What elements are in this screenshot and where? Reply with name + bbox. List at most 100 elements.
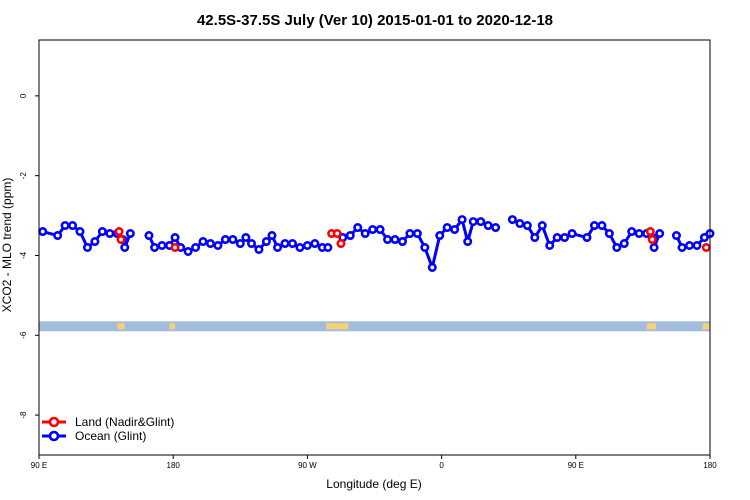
- legend-ocean-glint-marker: [48, 430, 60, 442]
- ocean-glint-point: [273, 243, 283, 253]
- ocean-glint-point: [390, 235, 400, 245]
- ocean-glint-point: [97, 227, 107, 237]
- ocean-glint-point: [144, 231, 154, 241]
- ocean-glint-point: [302, 241, 312, 251]
- ocean-glint-point: [699, 233, 709, 243]
- ocean-glint-point: [157, 241, 167, 251]
- land-patch-3: [646, 323, 656, 330]
- ocean-glint-point: [671, 231, 681, 241]
- ocean-glint-point: [53, 231, 63, 241]
- land-nadir-glint-point: [332, 229, 342, 239]
- y-axis-label: XCO2 - MLO trend (ppm): [0, 178, 14, 313]
- ocean-glint-point: [420, 243, 430, 253]
- ocean-glint-point: [655, 229, 665, 239]
- land-nadir-glint-point: [170, 243, 180, 253]
- ocean-glint-point: [552, 233, 562, 243]
- land-nadir-glint-point: [647, 235, 657, 245]
- ocean-glint-point: [75, 227, 85, 237]
- series-points: [38, 215, 715, 272]
- ocean-glint-point: [612, 243, 622, 253]
- ocean-glint-point: [530, 233, 540, 243]
- series-lines: [42, 218, 711, 269]
- ocean-glint-point: [261, 237, 271, 247]
- land-patch-1: [169, 323, 176, 330]
- ocean-glint-point: [183, 246, 193, 256]
- ocean-glint-point: [205, 239, 215, 249]
- ocean-glint-point: [463, 237, 473, 247]
- ocean-glint-point: [589, 221, 599, 231]
- ocean-glint-point: [287, 239, 297, 249]
- land-patch-0: [117, 323, 125, 330]
- ocean-glint-point: [476, 217, 486, 227]
- ocean-glint-point: [427, 262, 437, 272]
- legend-land-nadir-glint-marker: [48, 416, 60, 428]
- ocean-glint-point: [241, 233, 251, 243]
- x-tick-label: 90 E: [31, 461, 47, 470]
- legend-ocean-glint-label: Ocean (Glint): [75, 429, 146, 443]
- land-nadir-glint-point: [114, 227, 124, 237]
- ocean-glint-point: [68, 221, 78, 231]
- ocean-glint-point: [582, 233, 592, 243]
- x-tick-label: 90 W: [298, 461, 317, 470]
- ocean-glint-point: [90, 237, 100, 247]
- land-nadir-glint-point: [116, 235, 126, 245]
- ocean-glint-point: [619, 239, 629, 249]
- ocean-glint-point: [246, 239, 256, 249]
- y-tick-label: -2: [19, 172, 28, 180]
- plot-frame: [38, 39, 711, 456]
- ocean-glint-point: [491, 223, 501, 233]
- ocean-glint-point: [450, 225, 460, 235]
- land-patch-2: [326, 323, 349, 330]
- ocean-glint-point: [105, 229, 115, 239]
- ocean-glint-point: [345, 231, 355, 241]
- x-axis: 90 E 180 90 W 0 90 E 180: [31, 455, 717, 470]
- y-axis: 0 -2 -4 -6 -8: [19, 93, 39, 419]
- ocean-glint-point: [170, 233, 180, 243]
- x-tick-label: 90 E: [568, 461, 584, 470]
- ocean-glint-point: [254, 244, 264, 254]
- ocean-glint-point: [634, 229, 644, 239]
- legend: Land (Nadir&Glint)Ocean (Glint): [42, 415, 174, 443]
- ocean-glint-point: [627, 227, 637, 237]
- ocean-glint-point: [397, 237, 407, 247]
- ocean-glint-point: [522, 221, 532, 231]
- ocean-glint-point: [383, 235, 393, 245]
- ocean-glint-point: [368, 225, 378, 235]
- ocean-glint-point: [267, 231, 277, 241]
- land-patch-4: [702, 323, 710, 330]
- ocean-glint-point: [405, 229, 415, 239]
- ocean-glint-point: [457, 215, 467, 225]
- ocean-glint-point: [375, 225, 385, 235]
- ocean-glint-point: [515, 219, 525, 229]
- x-tick-label: 180: [167, 461, 181, 470]
- chart-title: 42.5S-37.5S July (Ver 10) 2015-01-01 to …: [197, 12, 553, 29]
- band-ocean: [39, 321, 710, 332]
- ocean-glint-point: [537, 221, 547, 231]
- ocean-glint-point: [560, 233, 570, 243]
- ocean-glint-point: [483, 221, 493, 231]
- band-land-patches: [117, 323, 710, 330]
- ocean-glint-point: [435, 231, 445, 241]
- y-tick-label: -4: [19, 251, 28, 259]
- ocean-glint-point: [235, 239, 245, 249]
- ocean-glint-point: [567, 229, 577, 239]
- ocean-glint-point: [38, 227, 48, 237]
- ocean-glint-point: [125, 229, 135, 239]
- x-tick-label: 180: [703, 461, 717, 470]
- ocean-glint-point: [213, 241, 223, 251]
- x-axis-label: Longitude (deg E): [326, 477, 421, 491]
- ocean-glint-point: [649, 243, 659, 253]
- y-tick-label: -6: [19, 331, 28, 339]
- ocean-glint-point: [295, 243, 305, 253]
- land-nadir-glint-point: [701, 243, 711, 253]
- ocean-glint-point: [468, 217, 478, 227]
- latitude-band: [39, 321, 710, 332]
- ocean-glint-point: [412, 229, 422, 239]
- ocean-glint-point: [150, 243, 160, 253]
- ocean-glint-point: [442, 223, 452, 233]
- ocean-glint-line-2: [342, 218, 497, 269]
- ocean-glint-point: [684, 241, 694, 251]
- legend-land-nadir-glint-label: Land (Nadir&Glint): [75, 415, 174, 429]
- ocean-glint-point: [228, 235, 238, 245]
